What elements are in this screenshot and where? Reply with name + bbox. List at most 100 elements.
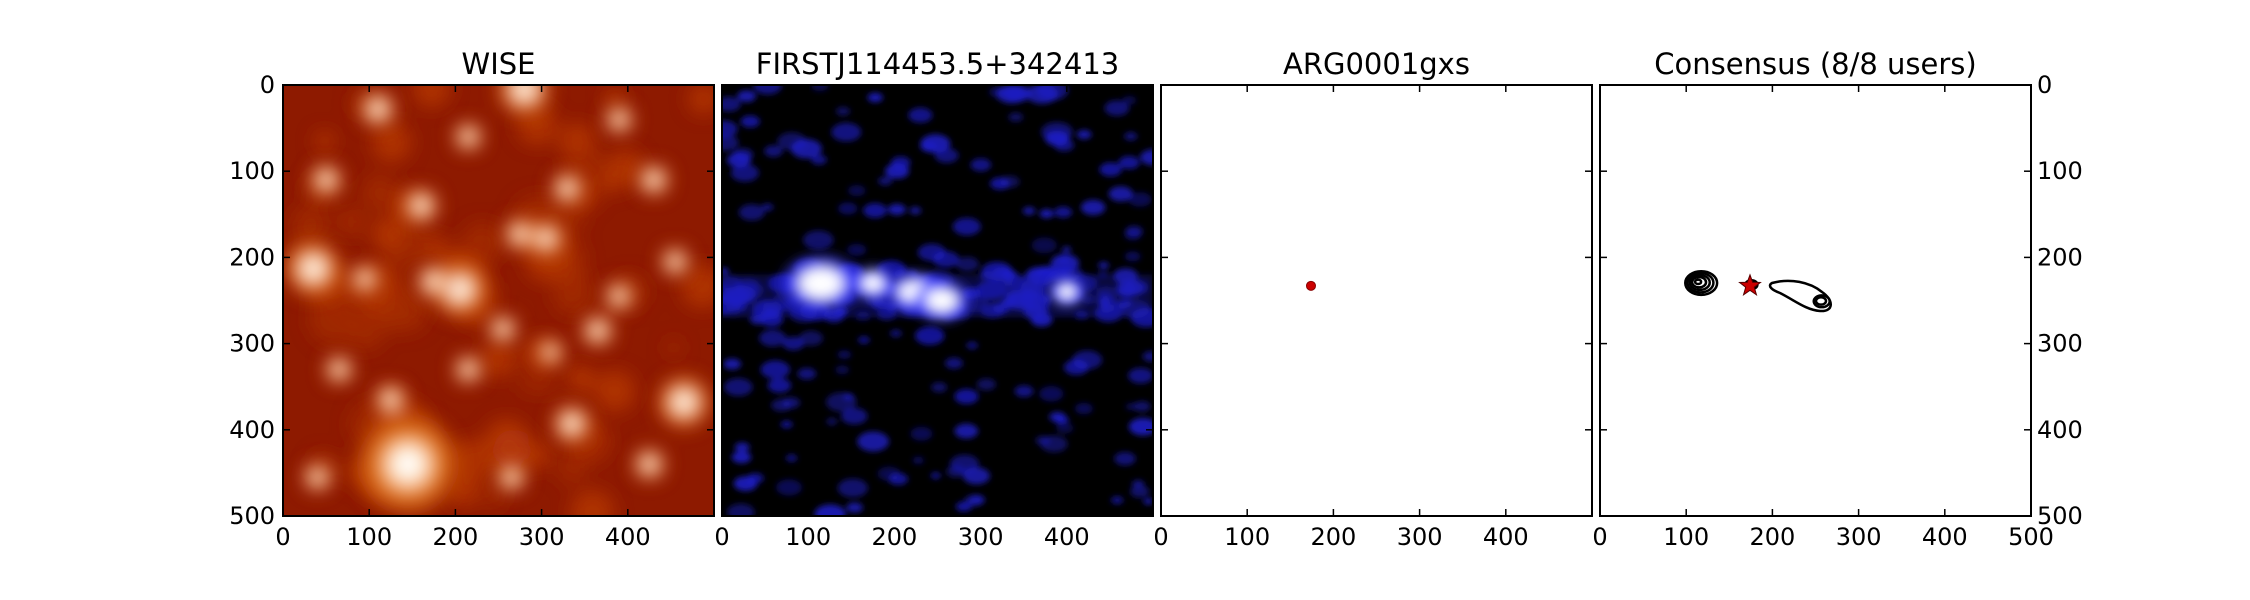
panel-title: ARG0001gxs [1283,47,1470,81]
noise-blob [747,472,764,484]
radio-contour [1812,294,1831,309]
y-tick-label: 0 [2037,71,2052,99]
noise-blob [1124,132,1138,141]
noise-blob [843,393,854,401]
source-peak [645,459,654,469]
source-peak [335,365,343,374]
plot-frame [1599,84,2032,517]
noise-blob [1128,192,1152,207]
noise-blob [840,407,868,425]
x-tick-label: 400 [1483,523,1529,551]
noise-blob [1080,199,1106,216]
noise-blob [970,158,992,172]
radio-contour [1686,271,1715,294]
noise-blob [797,367,817,380]
noise-blob [1042,265,1059,277]
image-area [722,85,1153,516]
noise-blob [847,243,867,256]
noise-blob [761,203,774,211]
noise-blob [734,442,750,452]
source-peak [416,200,426,211]
source-peak [615,115,624,124]
noise-blob [1133,401,1151,412]
source-peak [464,132,473,141]
noise-blob [858,336,870,344]
lobe-core [929,291,954,310]
panel-wise: WISE 0 100 200 300 400 0 100 200 300 400 500 [229,47,715,551]
noise-blob [1008,112,1024,122]
noise-blob [447,476,479,508]
noise-blob [481,484,505,508]
noise-blob [1057,255,1071,265]
source-peak [373,104,383,114]
x-tick-label: 400 [1044,523,1090,551]
source-peak [313,473,322,482]
noise-blob [777,132,807,151]
noise-blob [1099,162,1122,177]
panel-arg: ARG0001gxs 0 100 200 300 400 [1153,47,1593,551]
axis-ticks: 0 100 200 300 400 [1153,84,1592,551]
noise-blob [1098,261,1110,269]
noise-blob [988,86,1007,98]
x-tick-label: 300 [519,523,565,551]
x-tick-label: 200 [1749,523,1795,551]
radio-contour [1684,269,1719,297]
noise-blob [1061,246,1072,253]
source-peak [563,184,572,193]
noise-blob [726,152,751,168]
source-peak [517,85,532,97]
noise-blob [727,503,755,516]
source-peak [507,473,516,482]
panel-first: FIRSTJ114453.5+342413 0 100 200 300 400 [714,47,1154,551]
noise-blob [737,90,757,103]
noise-blob [1114,451,1136,466]
noise-blob [290,206,330,245]
noise-blob [759,329,787,347]
noise-blob [1000,175,1020,188]
noise-blob [1076,129,1092,140]
noise-blob [1118,156,1140,170]
source-peak [566,418,577,429]
noise-blob [930,472,941,479]
noise-blob [847,185,866,197]
noise-blob [1131,479,1145,488]
noise-blob [780,420,793,429]
sources-layer [782,255,1084,322]
noise-blob [1039,386,1064,402]
noise-blob [740,115,760,128]
x-tick-label: 400 [1922,523,1968,551]
contour-jet-tail [1768,279,1832,313]
noise-blob [423,234,449,260]
noise-blob [863,203,887,218]
source-peak [649,175,658,185]
sources-layer [285,85,711,514]
source-peak [676,395,691,410]
x-tick-label: 200 [432,523,478,551]
noise-blob [837,478,868,498]
noise-blob [952,217,981,236]
source-peak [305,261,321,276]
noise-blob [483,418,529,464]
noise-blob [1035,435,1051,446]
radio-contour [1814,296,1828,306]
x-tick-label: 100 [785,523,831,551]
noise-blob [1143,498,1153,505]
noise-blob [1104,100,1130,116]
noise-blob [1142,351,1153,362]
noise-blob [680,264,714,309]
ir-click-point [1305,280,1316,291]
panel-title: WISE [462,47,536,81]
noise-blob [1063,359,1089,376]
noise-blob [837,350,852,359]
noise-blob [1124,251,1141,262]
noise-blob [912,456,924,464]
source-peak [615,292,624,301]
noise-blob [520,374,540,394]
noise-blob [966,341,978,350]
noise-blob [688,85,714,115]
noise-blob [753,85,782,95]
noise-blob [976,378,997,391]
source-peak [464,365,473,374]
noise-blob [826,418,838,425]
source-peak [321,175,331,185]
